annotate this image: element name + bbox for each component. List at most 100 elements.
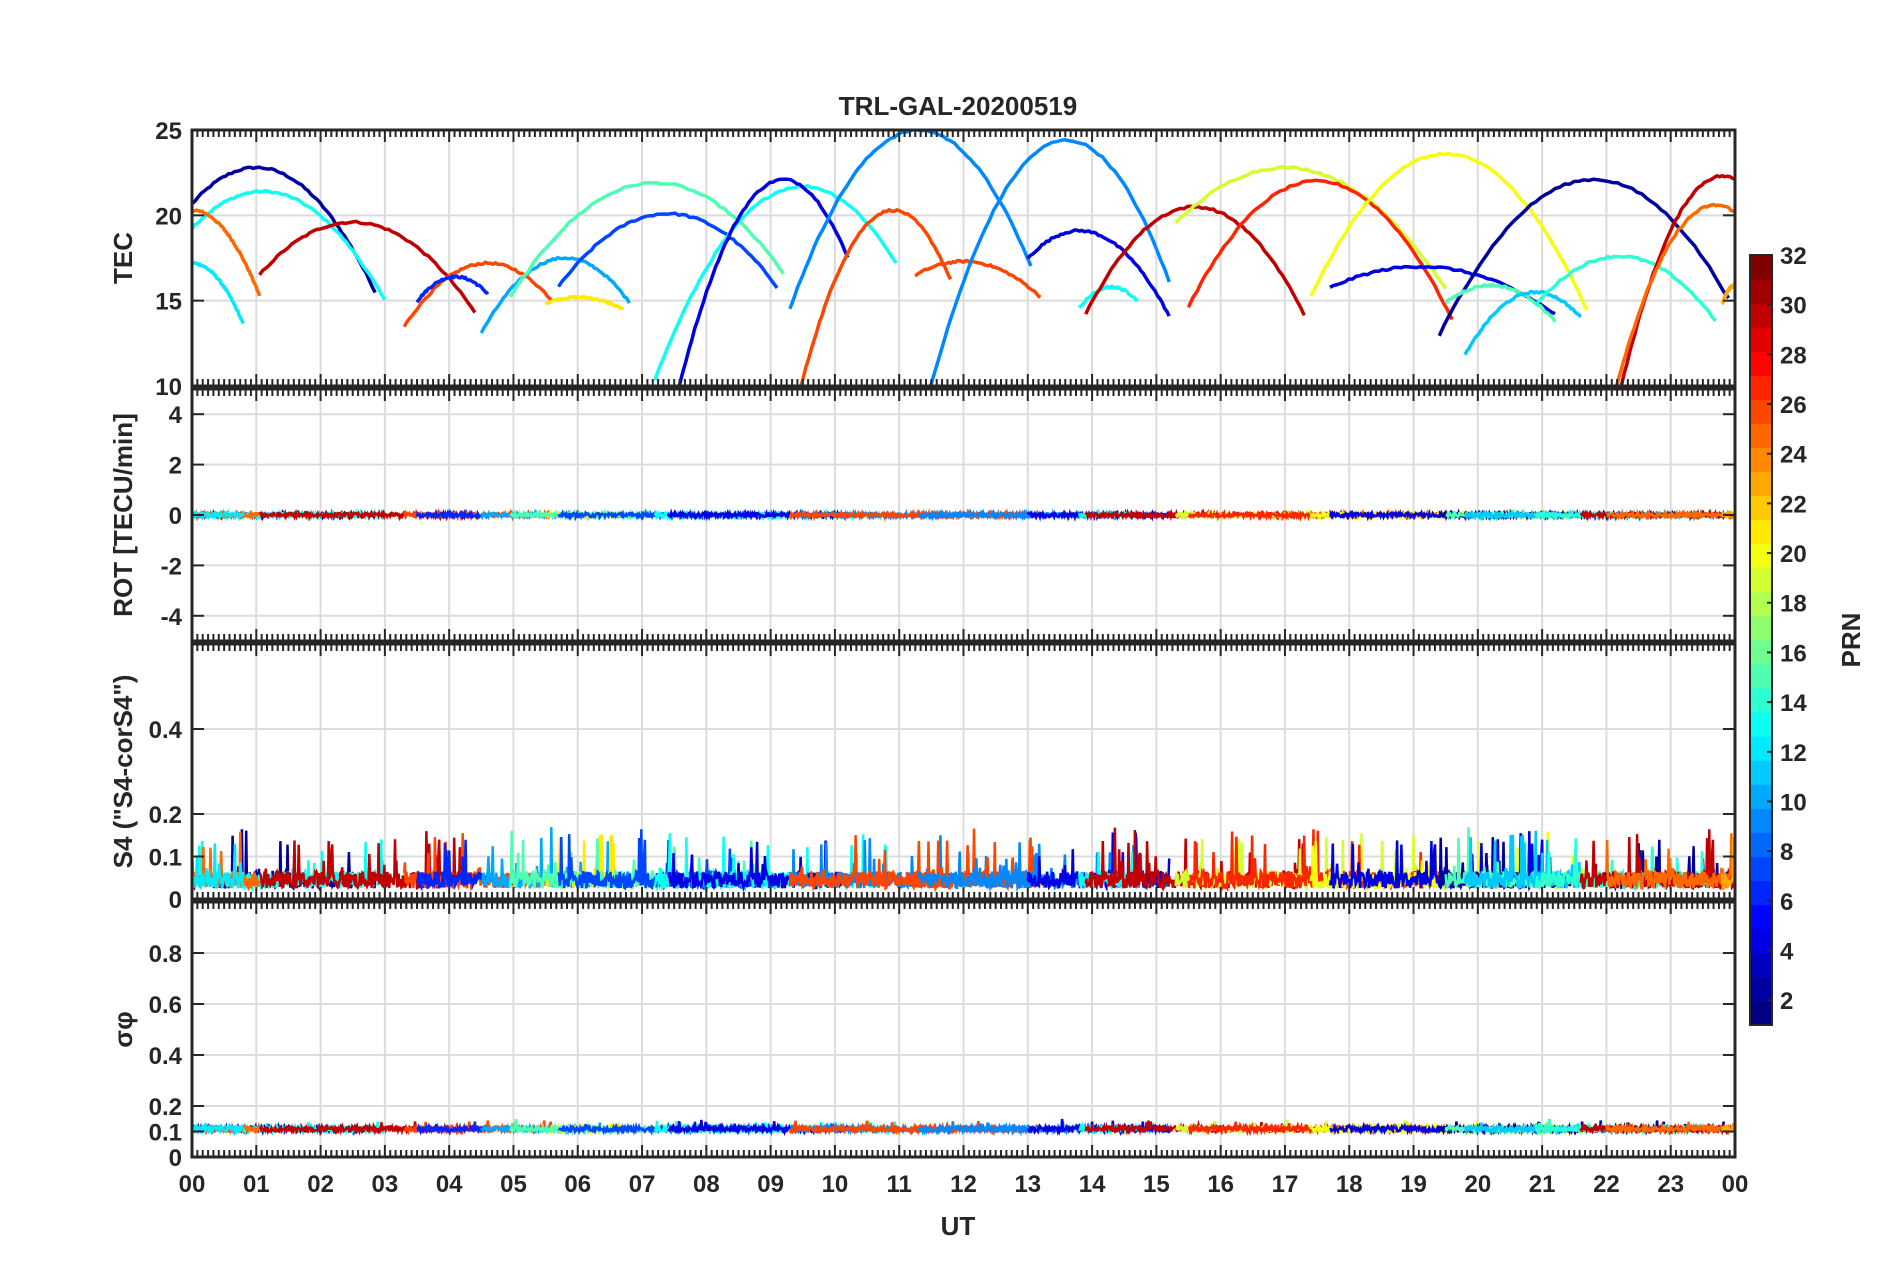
x-tick-label: 23 xyxy=(1657,1171,1684,1198)
colorbar-tick-label: 24 xyxy=(1780,442,1807,469)
sigma_phi-trace-prn-25 xyxy=(1605,1121,1735,1136)
colorbar-swatch xyxy=(1750,615,1772,641)
series-group-s4 xyxy=(192,827,1735,893)
colorbar-tick-label: 16 xyxy=(1780,640,1807,667)
y-tick-label: 0 xyxy=(169,887,182,914)
x-tick-label: 05 xyxy=(500,1171,527,1198)
tec-arc-prn-25 xyxy=(1614,202,1735,386)
x-tick-label: 22 xyxy=(1593,1171,1620,1198)
colorbar-swatch xyxy=(1750,880,1772,906)
colorbar-tick-label: 4 xyxy=(1780,938,1794,965)
tec-arc-prn-14 xyxy=(1534,254,1717,322)
y-tick-label: -2 xyxy=(161,553,182,580)
x-tick-label: 17 xyxy=(1272,1171,1299,1198)
colorbar-swatch xyxy=(1750,664,1772,689)
tec-arc-prn-26 xyxy=(402,260,554,328)
y-tick-label: 0.8 xyxy=(149,941,182,968)
colorbar-label: PRN xyxy=(1836,613,1866,668)
x-axis-label: UT xyxy=(941,1211,976,1241)
colorbar-swatch xyxy=(1750,760,1772,785)
colorbar-swatch xyxy=(1750,279,1772,304)
colorbar-swatch xyxy=(1750,736,1772,761)
sigma_phi-trace-prn-23 xyxy=(1721,1123,1735,1132)
x-tick-label: 01 xyxy=(243,1171,270,1198)
y-tick-label: 10 xyxy=(155,374,182,401)
tec-arc-prn-13 xyxy=(192,188,387,301)
colorbar-swatch xyxy=(1750,640,1772,665)
colorbar-swatch xyxy=(1750,351,1772,376)
y-tick-label: 0 xyxy=(169,1145,182,1172)
x-tick-label: 11 xyxy=(887,1171,912,1198)
tec-arc-prn-30 xyxy=(1619,174,1735,386)
x-tick-label: 03 xyxy=(372,1171,399,1198)
y-tick-label: 0.2 xyxy=(149,1094,182,1121)
panel-s4: 0.4 0.2 0.1 0 S4 ("S4-corS4") xyxy=(108,642,1737,914)
tec-arc-prn-25 xyxy=(192,208,262,297)
colorbar-tick-label: 18 xyxy=(1780,591,1807,618)
tec-arc-prn-13 xyxy=(1077,284,1139,309)
colorbar-tick-label: 26 xyxy=(1780,392,1807,419)
x-tick-label: 02 xyxy=(307,1171,334,1198)
x-tick-label: 04 xyxy=(436,1171,463,1198)
colorbar-swatch xyxy=(1750,303,1772,328)
x-tick-label: 19 xyxy=(1400,1171,1427,1198)
tec-arc-prn-23 xyxy=(1720,283,1735,306)
colorbar-tick-label: 10 xyxy=(1780,789,1807,816)
colorbar-swatch xyxy=(1750,832,1772,858)
s4-trace-prn-6 xyxy=(415,839,489,892)
panel-sigma_phi: 0.8 0.6 0.4 0.20.10 σφ xyxy=(108,900,1737,1172)
y-tick-label: 25 xyxy=(155,118,182,145)
colorbar-swatch xyxy=(1750,447,1772,473)
colorbar-swatch xyxy=(1750,495,1772,521)
tec-arc-prn-13 xyxy=(653,184,898,381)
y-tick-label: 0.6 xyxy=(149,992,182,1019)
tec-arc-prn-26 xyxy=(799,208,953,386)
tec-arc-prn-2 xyxy=(192,165,377,294)
tec-arc-prn-12 xyxy=(192,261,245,325)
y-tick-label: -4 xyxy=(161,604,183,631)
colorbar-swatch xyxy=(1750,952,1772,978)
colorbar-tick-label: 12 xyxy=(1780,740,1807,767)
colorbar-tick-label: 20 xyxy=(1780,541,1807,568)
colorbar-swatch xyxy=(1750,567,1772,593)
tec-arc-prn-27 xyxy=(1186,178,1454,321)
x-tick-label: 00 xyxy=(179,1171,206,1198)
colorbar-tick-label: 6 xyxy=(1780,889,1793,916)
colorbar-tick-label: 2 xyxy=(1780,988,1793,1015)
colorbar-swatch xyxy=(1750,543,1772,569)
y-tick-label: 4 xyxy=(169,402,183,429)
colorbar-tick-label: 28 xyxy=(1780,342,1807,369)
colorbar-frame xyxy=(1749,254,1773,1026)
x-tick-label: 00 xyxy=(1722,1171,1749,1198)
rot-trace-prn-12 xyxy=(192,509,245,522)
tec-arc-prn-4 xyxy=(677,177,850,386)
chart-title: TRL-GAL-20200519 xyxy=(839,91,1077,121)
colorbar-tick-label: 22 xyxy=(1780,491,1807,518)
tec-arc-prn-7 xyxy=(557,211,779,289)
x-tick-label: 14 xyxy=(1079,1171,1106,1198)
colorbar-tick-label: 30 xyxy=(1780,293,1807,320)
colorbar-swatch xyxy=(1750,471,1772,497)
colorbar-swatch xyxy=(1750,688,1772,713)
colorbar-swatch xyxy=(1750,808,1772,833)
tec-arc-prn-4 xyxy=(1026,228,1171,317)
colorbar-tick-label: 32 xyxy=(1780,243,1807,270)
series-group-tec xyxy=(192,130,1735,386)
y-tick-label: 20 xyxy=(155,203,182,230)
rot-trace-prn-6 xyxy=(415,508,489,521)
x-tick-label: 13 xyxy=(1014,1171,1041,1198)
y-tick-label: 0.4 xyxy=(149,1043,183,1070)
colorbar-swatch xyxy=(1750,928,1772,954)
colorbar-swatch xyxy=(1750,712,1772,737)
y-axis-label-tec: TEC xyxy=(108,232,138,284)
colorbar-swatch xyxy=(1750,784,1772,809)
colorbar-swatch xyxy=(1750,423,1772,448)
panel-tec: 25 20 15 10 TEC xyxy=(108,118,1737,401)
tec-arc-prn-9 xyxy=(928,137,1171,386)
y-tick-label: 0.1 xyxy=(149,1120,182,1147)
x-tick-label: 21 xyxy=(1529,1171,1556,1198)
x-tick-label: 12 xyxy=(950,1171,977,1198)
s4-trace-prn-11 xyxy=(1463,830,1582,890)
